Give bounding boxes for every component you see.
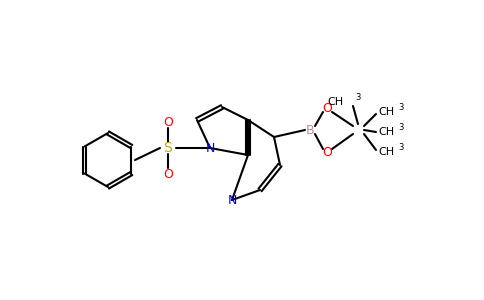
Text: CH: CH xyxy=(378,127,394,137)
Text: O: O xyxy=(163,116,173,128)
Text: N: N xyxy=(227,194,237,206)
Text: 3: 3 xyxy=(398,143,403,152)
Text: S: S xyxy=(164,141,172,155)
Text: CH: CH xyxy=(378,107,394,117)
Text: 3: 3 xyxy=(398,103,403,112)
Text: B: B xyxy=(306,124,314,136)
Text: 3: 3 xyxy=(355,93,361,102)
Text: CH: CH xyxy=(327,97,343,107)
Text: O: O xyxy=(322,101,332,115)
Text: N: N xyxy=(205,142,215,154)
Text: O: O xyxy=(322,146,332,160)
Text: CH: CH xyxy=(378,147,394,157)
Text: 3: 3 xyxy=(398,123,403,132)
Text: O: O xyxy=(163,167,173,181)
